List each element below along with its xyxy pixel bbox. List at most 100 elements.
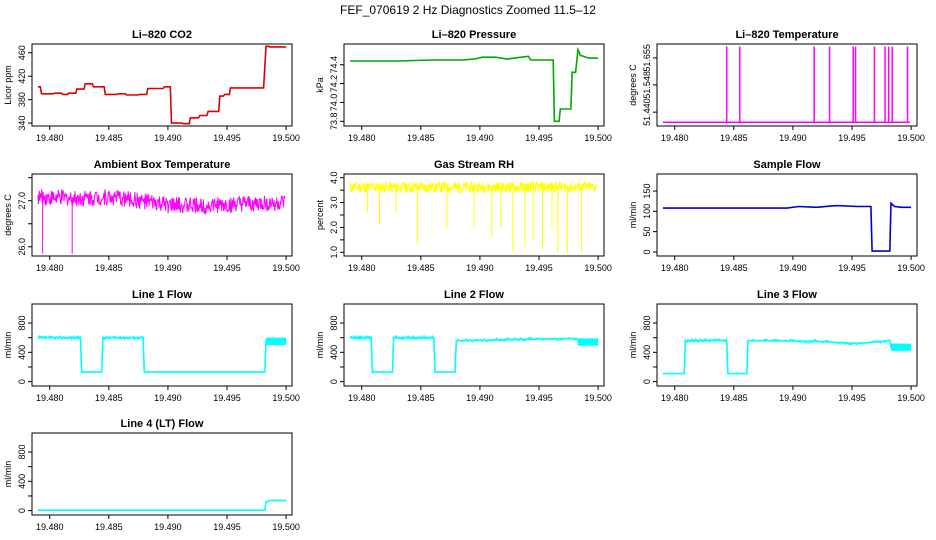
series-jitter [747,338,890,346]
x-tick-label: 19.480 [661,393,689,403]
x-tick-label: 19.485 [720,263,748,273]
plot-frame [31,432,293,516]
chart-title: Li–820 CO2 [132,29,192,41]
y-tick-label: 100 [642,204,652,219]
chart-panels: Li–820 CO2 19.480 19.485 19.490 19.495 19.500… [3,29,925,532]
x-tick-label: 19.495 [213,393,241,403]
x-tick-label: 19.485 [407,393,435,403]
y-tick-label: 27.0 [17,192,27,210]
y-tick-label: 3.0 [329,196,339,209]
plot-area [37,334,287,373]
y-tick-label: 74.4 [329,56,339,74]
plot-area [662,46,910,123]
y-tick-label: 2.0 [329,221,339,234]
series-line [37,336,287,373]
y-tick-label: 0 [17,508,27,513]
chart-title: Line 1 Flow [132,289,192,301]
y-axis-label: degrees C [628,64,638,106]
y-tick-label: 50 [642,227,652,237]
x-tick-label: 19.495 [213,133,241,143]
x-tick-label: 19.495 [525,263,553,273]
plot-area [349,179,598,254]
x-tick-label: 19.500 [897,133,925,143]
y-tick-label: 26.0 [17,238,27,256]
y-tick-label: 800 [642,316,652,331]
x-tick-label: 19.480 [36,393,64,403]
chart-title: Li–820 Pressure [432,29,516,41]
y-tick-label: 460 [17,45,27,60]
x-tick-label: 19.495 [525,133,553,143]
y-tick-label: 51.655 [642,44,652,72]
y-axis-label: ml/min [628,332,638,359]
x-tick-label: 19.500 [584,393,612,403]
y-tick-label: 51.440 [642,98,652,126]
x-tick-label: 19.490 [154,263,182,273]
series-line [37,45,287,125]
x-tick-label: 19.490 [466,133,494,143]
plot-frame [31,303,293,387]
x-tick-label: 19.495 [838,133,866,143]
plot-frame [31,173,293,257]
chart-title: Line 2 Flow [444,289,504,301]
y-axis-label: kPa [315,77,325,93]
y-tick-label: 380 [17,92,27,107]
x-tick-label: 19.490 [154,393,182,403]
plot-area [37,188,286,254]
series-line [349,179,598,195]
y-tick-label: 800 [17,445,27,460]
plot-frame [343,43,605,127]
y-axis-label: degrees C [3,194,13,236]
y-axis-label: ml/min [315,332,325,359]
plot-frame [343,303,605,387]
y-tick-label: 74.2 [329,75,339,93]
plot-frame [31,43,293,127]
plot-frame [656,303,918,387]
chart-panel-5: Gas Stream RH 19.480 19.485 19.490 19.495 19.… [315,159,612,273]
plot-frame [656,173,918,257]
x-tick-label: 19.500 [897,263,925,273]
series-line [37,188,286,216]
y-tick-label: 400 [17,474,27,489]
y-axis-label: ml/min [628,202,638,229]
x-tick-label: 19.495 [525,393,553,403]
x-tick-label: 19.480 [348,133,376,143]
y-tick-label: 400 [17,345,27,360]
plot-frame [656,43,918,127]
x-tick-label: 19.495 [838,263,866,273]
y-tick-label: 51.548 [642,71,652,99]
y-tick-label: 0 [329,379,339,384]
series-line [349,336,599,373]
y-tick-label: 340 [17,116,27,131]
y-axis-label: percent [315,199,325,230]
x-tick-label: 19.495 [213,263,241,273]
series-line [349,46,599,123]
series-jitter [684,337,727,344]
x-tick-label: 19.500 [897,393,925,403]
chart-panel-8: Line 2 Flow 19.480 19.485 19.490 19.495 19.50… [315,289,612,403]
series-noise-band [266,337,287,345]
x-tick-label: 19.485 [95,393,123,403]
plot-area [349,334,599,373]
y-tick-label: 74.0 [329,94,339,112]
figure-title: FEF_070619 2 Hz Diagnostics Zoomed 11.5–… [340,3,596,17]
series-jitter [455,336,578,343]
x-tick-label: 19.495 [838,393,866,403]
series-line [662,201,912,252]
y-tick-label: 0 [642,379,652,384]
y-tick-label: 150 [642,184,652,199]
x-tick-label: 19.480 [661,133,689,143]
plot-area [37,45,287,125]
x-tick-label: 19.485 [95,263,123,273]
plot-area [37,499,287,512]
x-tick-label: 19.490 [466,263,494,273]
plot-area [349,46,599,123]
chart-title: Line 3 Flow [757,289,817,301]
x-tick-label: 19.500 [272,263,300,273]
chart-title: Line 4 (LT) Flow [121,418,204,430]
chart-panel-10: Line 4 (LT) Flow 19.480 19.485 19.490 19.495… [3,418,300,532]
chart-title: Li–820 Temperature [735,29,838,41]
series-noise-band [578,338,599,346]
series-jitter [393,334,435,342]
series-jitter [349,334,372,341]
